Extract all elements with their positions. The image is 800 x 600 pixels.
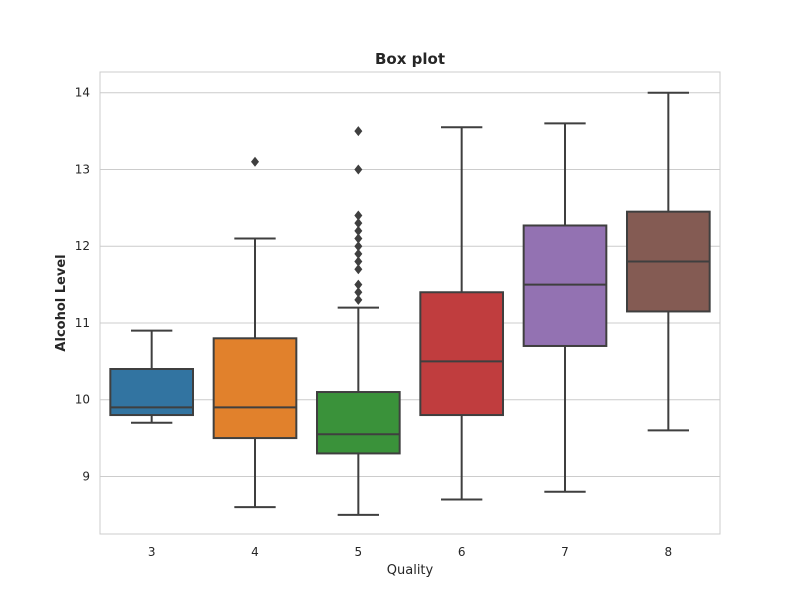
y-axis-label: Alcohol Level (54, 254, 69, 351)
box-8 (626, 91, 711, 432)
outlier-point (354, 264, 363, 275)
outlier-point (354, 233, 363, 244)
grid-layer (100, 92, 720, 477)
x-tick-label: 5 (355, 545, 363, 559)
iqr-box (212, 337, 298, 440)
iqr-box (316, 391, 401, 455)
box-5 (316, 126, 401, 516)
x-tick-label: 7 (561, 545, 569, 559)
outlier-point (354, 241, 363, 252)
x-tick-label: 8 (665, 545, 673, 559)
outlier-point (354, 218, 363, 229)
x-axis-label: Quality (387, 563, 434, 578)
chart-title: Box plot (375, 50, 445, 68)
box-4 (212, 156, 298, 509)
outlier-point (354, 287, 363, 298)
x-tick-label: 4 (251, 545, 259, 559)
y-tick-label: 11 (75, 316, 90, 330)
y-tick-label: 13 (75, 162, 90, 176)
iqr-box (419, 291, 505, 417)
outlier-point (251, 156, 259, 167)
outlier-point (354, 225, 363, 236)
box-3 (109, 329, 194, 424)
y-tick-label: 12 (75, 239, 90, 253)
x-tick-label: 3 (148, 545, 156, 559)
tick-layer: 9 10 11 12 13 14 3 4 5 6 7 8 (75, 86, 672, 559)
outlier-point (354, 210, 363, 221)
outlier-point (354, 164, 363, 175)
box-layer (109, 91, 711, 516)
x-tick-label: 6 (458, 545, 466, 559)
outlier-point (354, 279, 363, 290)
outlier-point (354, 294, 363, 305)
plot-frame (99, 71, 721, 535)
box-6 (419, 126, 505, 501)
outlier-point (354, 256, 363, 267)
outlier-point (354, 248, 363, 259)
box-7 (522, 122, 608, 493)
y-tick-label: 9 (82, 469, 90, 483)
iqr-box (522, 224, 608, 347)
y-tick-label: 14 (75, 86, 90, 100)
y-tick-label: 10 (75, 393, 90, 407)
outlier-point (354, 126, 363, 137)
